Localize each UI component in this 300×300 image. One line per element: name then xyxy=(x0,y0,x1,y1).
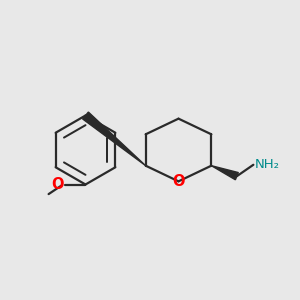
Polygon shape xyxy=(82,112,146,166)
Text: O: O xyxy=(52,177,64,192)
Polygon shape xyxy=(212,166,239,180)
Text: O: O xyxy=(172,174,185,189)
Text: NH₂: NH₂ xyxy=(255,158,280,171)
